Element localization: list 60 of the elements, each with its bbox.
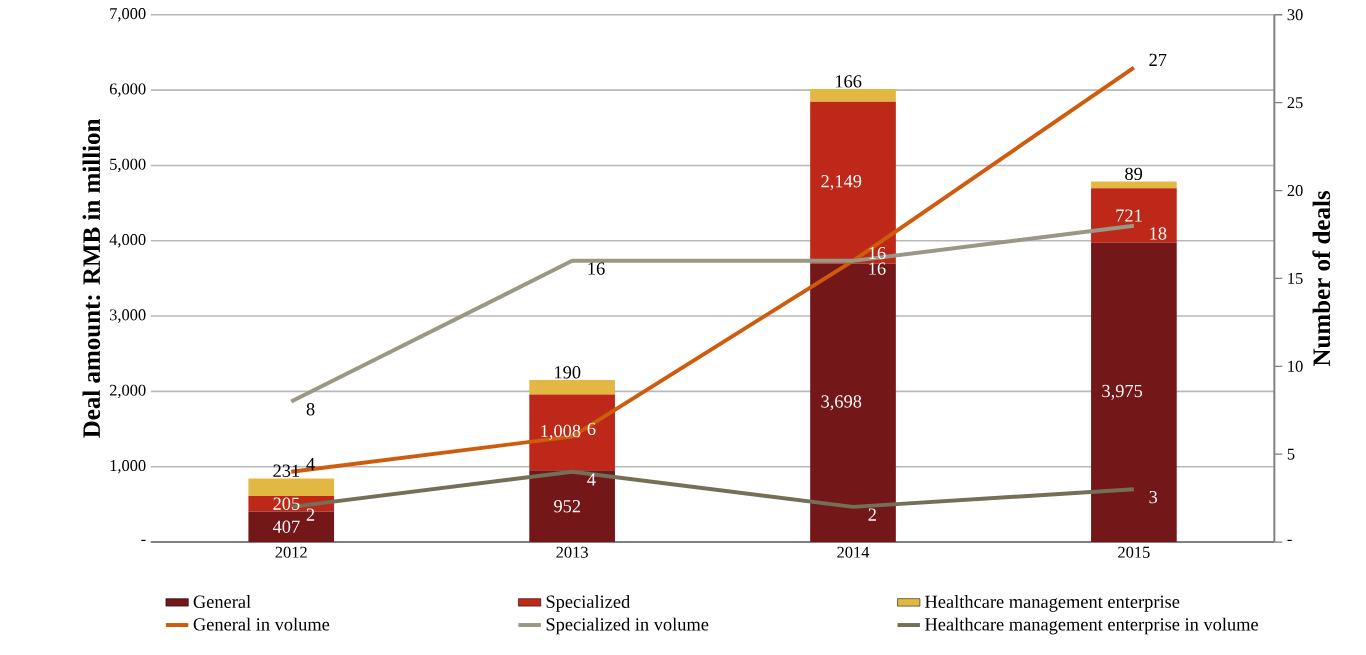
bar: [1091, 242, 1177, 542]
data-label: 3: [1149, 490, 1158, 504]
x-tick-label: 2012: [275, 546, 307, 558]
legend-label: General in volume: [193, 617, 330, 631]
x-tick-label: 2014: [837, 546, 870, 558]
data-label: 89: [1125, 167, 1143, 180]
y2-tick-label: 20: [1287, 184, 1303, 196]
y2-tick-label: 30: [1287, 9, 1303, 21]
data-label: 231: [273, 464, 300, 477]
data-label: 6: [587, 422, 596, 435]
y-tick-label: 1,000: [110, 459, 146, 474]
data-label: 2: [868, 508, 876, 521]
y-tick-label: 2,000: [109, 384, 146, 398]
y2-tick-label: -: [1287, 539, 1292, 541]
data-label: 27: [1149, 53, 1167, 66]
y-tick-label: 5,000: [110, 158, 146, 172]
y-tick-label: -: [141, 539, 146, 541]
legend-label: General: [193, 594, 251, 608]
data-label: 16: [869, 262, 886, 275]
data-label: 952: [554, 499, 581, 513]
legend-label: Healthcare management enterprise in volume: [925, 617, 1258, 635]
data-label: 1,008: [541, 424, 581, 440]
legend-label: Healthcare management enterprise: [925, 594, 1180, 612]
bar: [810, 88, 896, 102]
data-label: 2,149: [821, 174, 862, 190]
data-label: 721: [1116, 209, 1142, 222]
data-label: 3,975: [1102, 384, 1143, 400]
legend-label: Specialized: [546, 594, 631, 612]
data-label: 16: [869, 246, 886, 260]
y2-tick-label: 15: [1288, 272, 1303, 284]
data-label: 16: [588, 262, 605, 275]
bar: [1091, 181, 1177, 189]
y-tick-label: 3,000: [109, 309, 146, 323]
data-label: 166: [835, 75, 862, 88]
x-tick-label: 2013: [556, 546, 588, 558]
data-label: 8: [306, 402, 315, 416]
data-label: 205: [273, 497, 300, 510]
bar: [810, 263, 896, 542]
y2-tick-label: 25: [1287, 96, 1303, 108]
bar: [248, 478, 335, 496]
y2-tick-label: 10: [1288, 360, 1303, 372]
bar: [1091, 188, 1177, 243]
y2-tick-label: 5: [1287, 448, 1295, 460]
y-axis-title: Deal amount: RMB in million: [82, 118, 101, 438]
x-tick-label: 2015: [1118, 546, 1150, 558]
data-label: 4: [587, 473, 596, 486]
data-label: 18: [1150, 227, 1167, 240]
data-label: 407: [272, 520, 300, 533]
y-tick-label: 4,000: [109, 233, 146, 248]
bar: [529, 470, 615, 542]
bar: [529, 394, 615, 471]
bar: [529, 379, 615, 395]
data-label: 3,698: [821, 395, 862, 411]
y-tick-label: 7,000: [110, 7, 146, 22]
bar: [810, 101, 896, 264]
legend-label: Specialized in volume: [546, 617, 709, 635]
y2-axis-title: Number of deals: [1312, 190, 1331, 366]
data-label: 190: [555, 365, 581, 379]
data-label: 2: [306, 508, 315, 521]
y-tick-label: 6,000: [109, 83, 146, 97]
